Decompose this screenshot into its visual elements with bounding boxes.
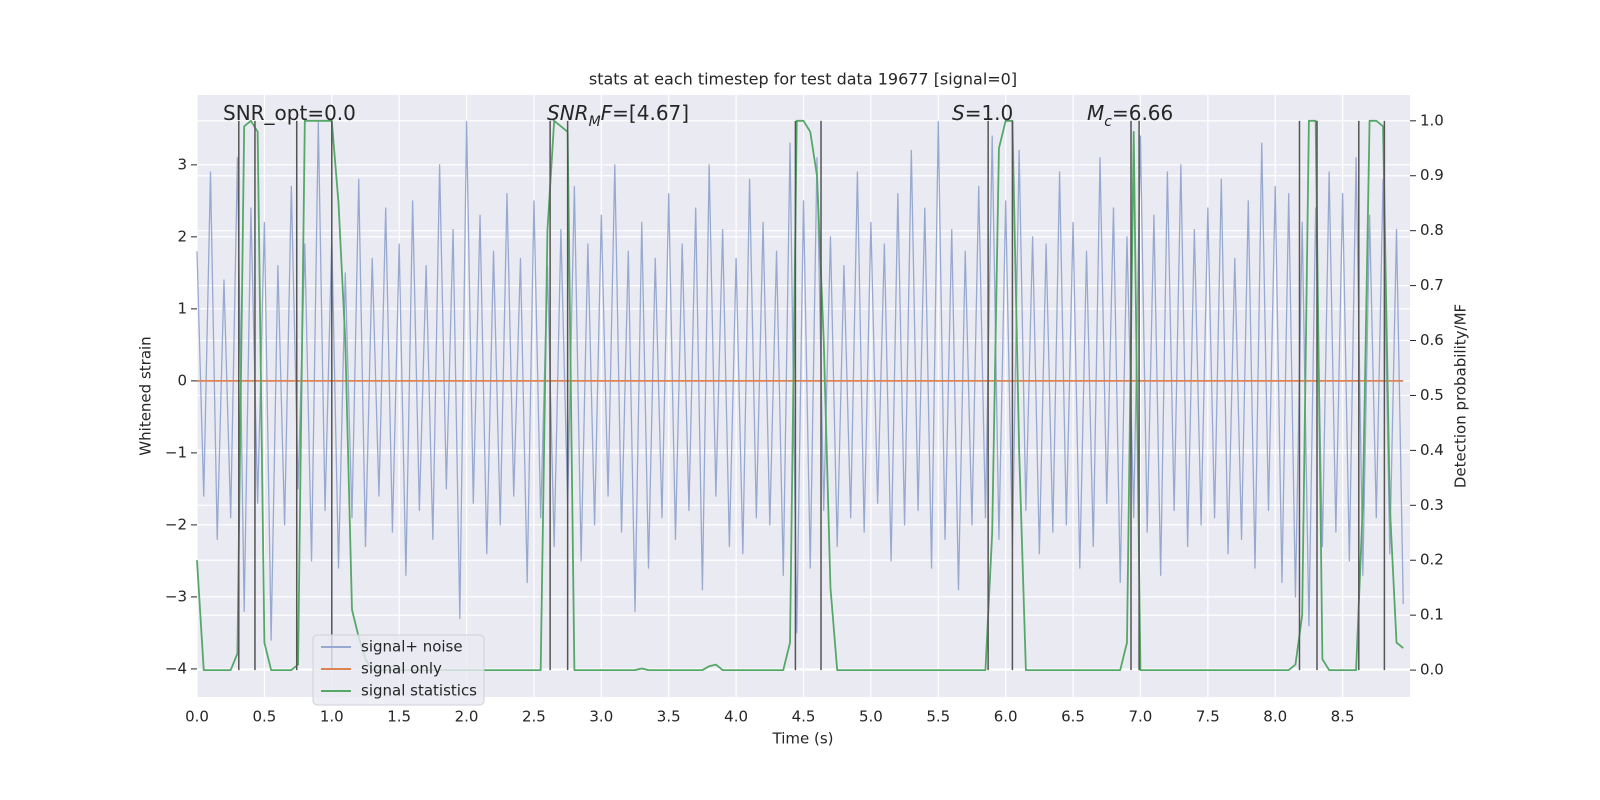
x-tick-label: 6.0 — [994, 708, 1018, 726]
y-tick-label: −3 — [165, 587, 187, 605]
annotation-part: c — [1104, 114, 1112, 130]
x-tick-label: 6.5 — [1061, 708, 1085, 726]
x-axis-label: Time (s) — [772, 730, 834, 748]
annotation-part: M — [1087, 101, 1104, 125]
chart-title: stats at each timestep for test data 196… — [589, 70, 1017, 89]
x-tick-label: 4.0 — [724, 708, 748, 726]
y-tick-label: 3 — [177, 155, 187, 173]
y-tick-label: −2 — [165, 515, 187, 533]
y2-tick-label: 0.1 — [1420, 606, 1444, 624]
y-tick-label: 2 — [177, 227, 187, 245]
y2-tick-label: 0.0 — [1420, 661, 1444, 679]
legend-label: signal+ noise — [361, 638, 463, 656]
annotation-part: F — [601, 101, 613, 125]
x-tick-label: 7.0 — [1129, 708, 1153, 726]
y-tick-label: 1 — [177, 299, 187, 317]
annotation: S=1.0 — [952, 101, 1013, 125]
y2-axis-label: Detection probability/MF — [1452, 304, 1470, 488]
annotation-part: SNR — [547, 101, 589, 125]
y2-tick-label: 1.0 — [1420, 111, 1444, 129]
y-tick-label: −4 — [165, 659, 187, 677]
x-tick-label: 1.0 — [320, 708, 344, 726]
y-tick-label: −1 — [165, 443, 187, 461]
legend-label: signal statistics — [361, 682, 477, 700]
annotation-part: =[4.67] — [612, 101, 689, 125]
x-tick-label: 2.0 — [455, 708, 479, 726]
y2-tick-label: 0.8 — [1420, 221, 1444, 239]
y2-tick-label: 0.2 — [1420, 551, 1444, 569]
annotation-part: S — [952, 101, 965, 125]
x-tick-label: 7.5 — [1196, 708, 1220, 726]
annotation: Mc=6.66 — [1087, 101, 1173, 131]
x-tick-label: 5.5 — [926, 708, 950, 726]
annotation-part: M — [589, 114, 601, 130]
x-tick-label: 3.5 — [657, 708, 681, 726]
x-tick-label: 2.5 — [522, 708, 546, 726]
x-tick-label: 4.5 — [792, 708, 816, 726]
x-tick-label: 1.5 — [387, 708, 411, 726]
y2-tick-label: 0.7 — [1420, 276, 1444, 294]
y-axis-label: Whitened strain — [137, 336, 155, 455]
y2-tick-label: 0.6 — [1420, 331, 1444, 349]
y2-tick-label: 0.4 — [1420, 441, 1444, 459]
y2-tick-label: 0.3 — [1420, 496, 1444, 514]
annotation-part: =1.0 — [965, 101, 1014, 125]
series-line — [196, 120, 1404, 641]
x-tick-label: 0.5 — [252, 708, 276, 726]
legend-box — [312, 634, 485, 706]
annotation: SNR_opt=0.0 — [223, 101, 356, 125]
annotation-part: SNR_opt=0.0 — [223, 101, 356, 125]
x-tick-label: 0.0 — [185, 708, 209, 726]
annotation-part: =6.66 — [1112, 101, 1173, 125]
annotation: SNRMF=[4.67] — [547, 101, 689, 131]
x-tick-label: 8.5 — [1331, 708, 1355, 726]
x-tick-label: 3.0 — [589, 708, 613, 726]
legend-label: signal only — [361, 660, 442, 678]
y-tick-label: 0 — [177, 371, 187, 389]
x-tick-label: 5.0 — [859, 708, 883, 726]
y2-tick-label: 0.9 — [1420, 166, 1444, 184]
y2-tick-label: 0.5 — [1420, 386, 1444, 404]
x-tick-label: 8.0 — [1263, 708, 1287, 726]
